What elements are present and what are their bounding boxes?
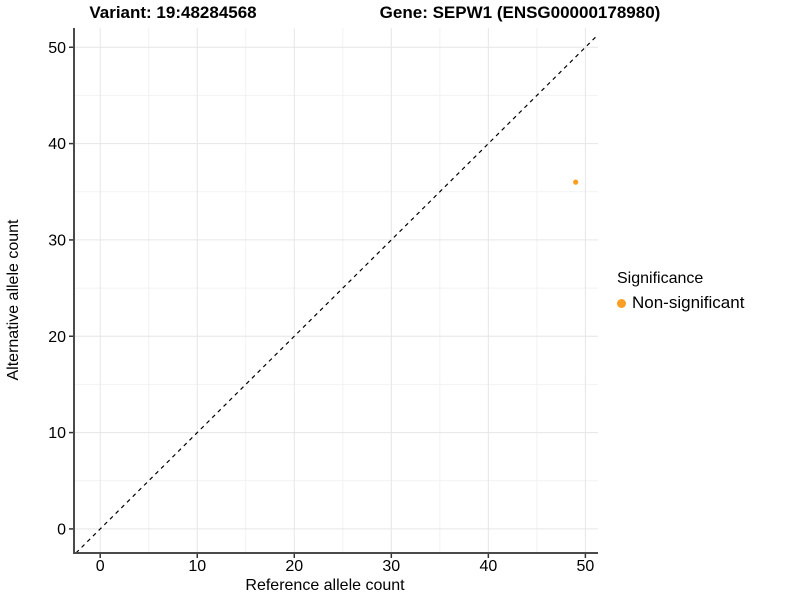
x-tick-label: 30 (382, 558, 400, 575)
x-tick-label: 40 (479, 558, 497, 575)
legend-entry-non-significant: Non-significant (617, 293, 744, 313)
y-tick-label: 30 (48, 232, 66, 249)
y-tick-label: 50 (48, 40, 66, 57)
x-tick-label: 20 (285, 558, 303, 575)
y-axis-title: Alternative allele count (5, 219, 22, 381)
x-tick-label: 0 (96, 558, 105, 575)
y-tick-label: 10 (48, 425, 66, 442)
y-tick-label: 20 (48, 329, 66, 346)
data-point-non-significant (573, 179, 579, 185)
legend-point-icon (617, 298, 626, 308)
legend: Significance Non-significant (617, 270, 744, 313)
x-tick-label: 10 (188, 558, 206, 575)
legend-title: Significance (617, 270, 704, 287)
y-tick-label: 40 (48, 136, 66, 153)
x-tick-label: 50 (576, 558, 594, 575)
legend-entry-label: Non-significant (632, 293, 745, 312)
variant-title: Variant: 19:48284568 (89, 3, 257, 22)
gene-title: Gene: SEPW1 (ENSG00000178980) (379, 3, 661, 22)
y-tick-label: 0 (57, 521, 66, 538)
x-axis-title: Reference allele count (245, 577, 405, 594)
identity-line (75, 34, 599, 554)
